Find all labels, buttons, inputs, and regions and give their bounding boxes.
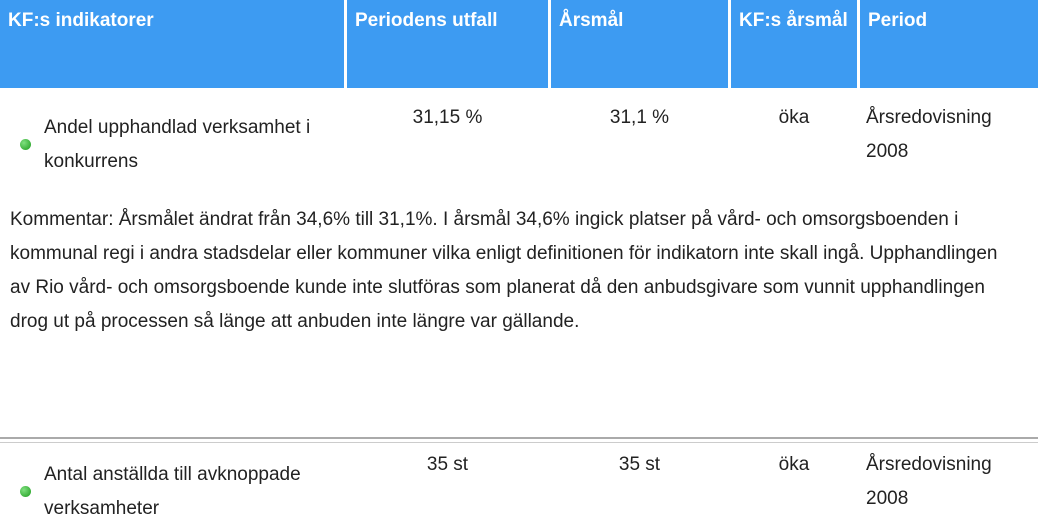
header-cell: KF:s indikatorer — [0, 0, 344, 88]
separator — [0, 437, 1038, 443]
header-cell: Periodens utfall — [347, 0, 548, 88]
indicator: Antal anställda till avknoppade verksamh… — [44, 464, 301, 519]
target: 31,1 % — [609, 107, 670, 128]
period: Årsredovisning 2008 — [866, 454, 992, 509]
status-dot — [20, 139, 31, 150]
indicator: Andel upphandlad verksamhet i konkurrens — [44, 117, 311, 172]
kf-target: öka — [778, 107, 810, 128]
header-cell: KF:s årsmål — [731, 0, 857, 88]
period: Årsredovisning 2008 — [866, 107, 992, 162]
status-dot — [20, 486, 31, 497]
outcome: 35 st — [426, 454, 469, 475]
comment: Kommentar: Årsmålet ändrat från 34,6% ti… — [10, 209, 998, 332]
kf-target: öka — [778, 454, 810, 475]
target: 35 st — [618, 454, 661, 475]
header-cell: Årsmål — [551, 0, 728, 88]
outcome: 31,15 % — [412, 107, 483, 128]
header-cell: Period — [860, 0, 1038, 88]
